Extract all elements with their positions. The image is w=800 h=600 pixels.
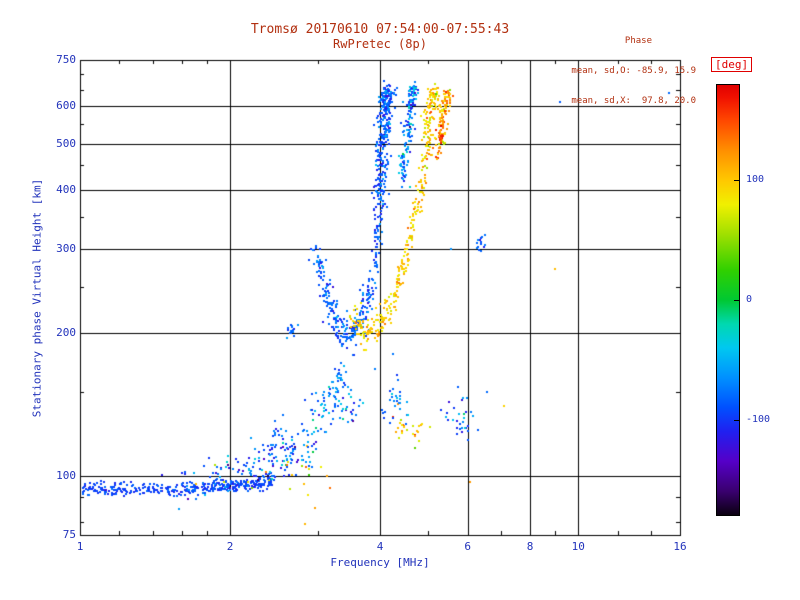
x-tick-label: 1 (76, 540, 84, 553)
y-tick-label: 750 (56, 53, 76, 66)
colorbar-deg-label: [deg] (711, 57, 753, 72)
y-tick-label: 75 (62, 528, 76, 541)
colorbar (716, 84, 740, 516)
x-tick-label: 2 (226, 540, 234, 553)
colorbar-tick-mark (734, 180, 739, 181)
colorbar-gradient (717, 85, 739, 515)
y-tick-label: 200 (56, 325, 76, 339)
colorbar-tick-mark (734, 300, 739, 301)
colorbar-tick-mark (734, 420, 739, 421)
x-tick-label: 8 (526, 540, 534, 553)
x-tick-label: 10 (571, 540, 585, 553)
x-tick-label: 6 (464, 540, 472, 553)
page-title: Tromsø 20170610 07:54:00-07:55:43 (250, 22, 510, 37)
phase-stats-title: Phase (624, 36, 652, 46)
colorbar-tick-label: -100 (746, 414, 771, 425)
phase-stats: Phase mean, sd,O: -85.9, 15.9 mean, sd,X… (571, 16, 696, 126)
y-tick-label: 400 (56, 182, 76, 196)
x-axis-label: Frequency [MHz] (330, 556, 430, 569)
y-tick-label: 500 (56, 136, 76, 150)
plot-subtitle: RwPretec (8p) (333, 37, 427, 51)
colorbar-tick-label: 0 (746, 294, 753, 305)
phase-stats-o-line: mean, sd,O: -85.9, 15.9 (571, 66, 696, 76)
y-tick-label: 600 (56, 99, 76, 113)
y-axis-label: Stationary phase Virtual Height [km] (30, 178, 44, 418)
colorbar-tick-label: 100 (746, 174, 765, 185)
x-tick-label: 4 (376, 540, 384, 553)
x-tick-label: 16 (673, 540, 687, 553)
phase-stats-x-line: mean, sd,X: 97.8, 20.0 (571, 96, 696, 106)
y-tick-label: 300 (56, 242, 76, 256)
y-tick-label: 100 (56, 468, 76, 482)
